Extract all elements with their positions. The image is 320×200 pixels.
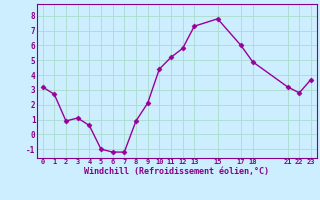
X-axis label: Windchill (Refroidissement éolien,°C): Windchill (Refroidissement éolien,°C) — [84, 167, 269, 176]
